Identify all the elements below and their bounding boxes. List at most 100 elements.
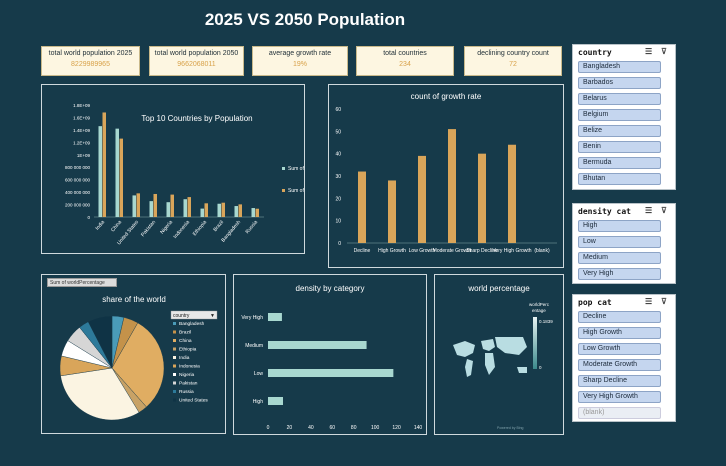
multi-select-icon[interactable]: ☰ <box>645 297 653 306</box>
kpi-value: 9662068011 <box>177 61 216 68</box>
bar <box>217 203 221 217</box>
bar <box>221 202 225 217</box>
bar <box>418 155 426 243</box>
chart-title: count of growth rate <box>411 92 482 101</box>
kpi-label: average growth rate <box>268 50 332 57</box>
y-tick-label: 50 <box>335 129 341 135</box>
x-tick-label: China <box>110 219 123 233</box>
bar <box>136 193 140 217</box>
map-landmass <box>485 353 495 375</box>
x-tick-label: 0 <box>267 425 270 431</box>
slicer-item[interactable]: Low <box>578 236 661 248</box>
slicer-item[interactable]: Bhutan <box>578 173 661 185</box>
bar <box>358 171 366 243</box>
clear-filter-icon[interactable]: ⊽ <box>661 47 667 56</box>
x-tick-label: Decline <box>354 248 371 254</box>
multi-select-icon[interactable]: ☰ <box>645 206 653 215</box>
x-tick-label: Pakistan <box>140 219 157 238</box>
slicer-item[interactable]: Very High <box>578 268 661 280</box>
x-tick-label: 60 <box>330 425 336 431</box>
slicer-item[interactable]: Belarus <box>578 93 661 105</box>
map-landmass <box>517 367 527 373</box>
kpi-label: total countries <box>383 50 427 57</box>
y-tick-label: High <box>253 399 264 405</box>
clear-filter-icon[interactable]: ⊽ <box>661 206 667 215</box>
y-tick-label: 400 000 000 <box>65 190 91 195</box>
map-credit: Powered by Bing <box>497 426 524 430</box>
chart-title: density by category <box>296 284 365 293</box>
bar <box>166 202 170 217</box>
density-slicer-title: density cat <box>578 207 631 216</box>
slicer-item[interactable]: Low Growth <box>578 343 661 355</box>
x-tick-label: Sharp Decline <box>466 248 498 254</box>
bar <box>115 128 119 217</box>
page-title: 2025 VS 2050 Population <box>204 10 406 29</box>
y-tick-label: 1.2E+09 <box>73 140 90 145</box>
legend-swatch <box>173 398 176 402</box>
y-tick-label: 0 <box>87 215 90 220</box>
legend-label: United States <box>179 398 208 404</box>
slicer-item[interactable]: Barbados <box>578 77 661 89</box>
slicer-item[interactable]: High <box>578 220 661 232</box>
country-slicer-title: country <box>578 48 612 57</box>
legend-label: Nigeria <box>179 372 195 378</box>
legend-min: 0 <box>539 365 542 370</box>
slicer-item[interactable]: Belgium <box>578 109 661 121</box>
bar <box>255 208 259 217</box>
legend-label: Russia <box>179 389 194 395</box>
slicer-item[interactable]: Medium <box>578 252 661 264</box>
x-tick-label: 100 <box>371 425 380 431</box>
bar <box>200 208 204 217</box>
kpi-card: total countries 234 <box>356 46 454 76</box>
slicer-item[interactable]: Sharp Decline <box>578 375 661 387</box>
kpi-label: total world population 2050 <box>154 50 239 57</box>
multi-select-icon[interactable]: ☰ <box>645 47 653 56</box>
y-tick-label: 40 <box>335 152 341 158</box>
bar <box>268 313 282 321</box>
x-tick-label: Nigeria <box>159 219 174 235</box>
bar <box>478 153 486 243</box>
x-tick-label: Russia <box>245 219 260 235</box>
map-landmass <box>453 341 475 357</box>
bar <box>268 369 394 377</box>
legend-swatch <box>173 390 176 393</box>
slicer-item[interactable]: (blank) <box>578 407 661 419</box>
density-slicer: density cat ☰ ⊽ High Low Medium Very High <box>572 203 676 284</box>
slicer-item[interactable]: Very High Growth <box>578 391 661 403</box>
legend-title: entage <box>532 308 546 313</box>
y-tick-label: Very High <box>241 315 263 321</box>
density-chart-panel: density by category Very High Medium Low Hig… <box>233 274 427 435</box>
slicer-item[interactable]: Moderate Growth <box>578 359 661 371</box>
pie-field-button[interactable]: Sum of worldPercentage <box>47 278 117 287</box>
kpi-label: declining country count <box>477 50 549 57</box>
legend-swatch <box>173 381 176 385</box>
y-tick-label: 200 000 000 <box>65 203 91 208</box>
y-tick-label: Low <box>254 371 264 377</box>
slicer-item[interactable]: Belize <box>578 125 661 137</box>
bar <box>132 195 136 217</box>
map-landmass <box>465 359 473 377</box>
legend-label: Ethiopia <box>179 347 197 353</box>
kpi-card: total world population 2025 8229989965 <box>41 46 140 76</box>
legend-label: Brazil <box>179 330 191 336</box>
legend-label: Sum of pop2025 <box>288 166 304 172</box>
kpi-card: declining country count 72 <box>464 46 562 76</box>
slicer-item[interactable]: Benin <box>578 141 661 153</box>
slicer-item[interactable]: Bermuda <box>578 157 661 169</box>
y-tick-label: 1.6E+09 <box>73 115 90 120</box>
slicer-item[interactable]: Decline <box>578 311 661 323</box>
bar <box>508 144 516 243</box>
y-tick-label: 60 <box>335 107 341 113</box>
pop-slicer-title: pop cat <box>578 298 612 307</box>
kpi-value: 8229989965 <box>71 61 110 68</box>
kpi-card: total world population 2050 9662068011 <box>149 46 244 76</box>
chart-title: share of the world <box>102 295 166 304</box>
clear-filter-icon[interactable]: ⊽ <box>661 297 667 306</box>
pie-slice <box>60 367 140 421</box>
slicer-item[interactable]: High Growth <box>578 327 661 339</box>
density-chart: density by category Very High Medium Low Hig… <box>241 284 422 431</box>
slicer-item[interactable]: Bangladesh <box>578 61 661 73</box>
map-panel: world percentage worldPerc entage 0.1839 0 Po… <box>434 274 564 435</box>
bar <box>268 341 367 349</box>
legend-swatch <box>173 364 176 368</box>
